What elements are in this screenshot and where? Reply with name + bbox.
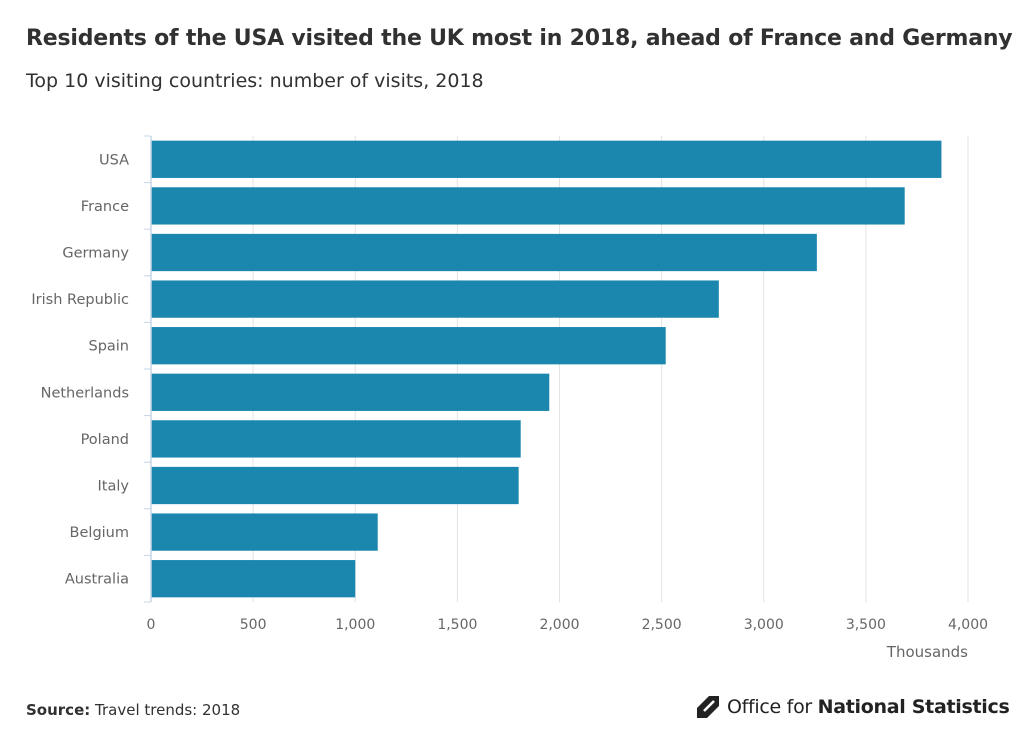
x-tick-label: 2,000 xyxy=(539,617,579,633)
chart-title: Residents of the USA visited the UK most… xyxy=(26,26,1013,51)
source-note: Source: Travel trends: 2018 xyxy=(26,701,240,719)
ons-logo-text: Office for National Statistics xyxy=(727,696,1010,718)
source-text: Travel trends: 2018 xyxy=(95,701,241,719)
x-tick-label: 2,500 xyxy=(642,617,682,633)
logo-text-bold: National Statistics xyxy=(817,696,1010,718)
x-tick-label: 3,500 xyxy=(846,617,886,633)
x-tick-label: 0 xyxy=(147,617,156,633)
bar xyxy=(151,233,817,272)
bar xyxy=(151,140,942,178)
bar xyxy=(151,187,905,225)
bar xyxy=(151,560,356,598)
source-label: Source: xyxy=(26,701,91,719)
logo-text-regular: Office for xyxy=(727,696,818,718)
category-label: Irish Republic xyxy=(31,292,129,308)
bar xyxy=(151,280,719,318)
bar xyxy=(151,466,519,505)
ons-logo: Office for National Statistics xyxy=(695,693,1010,721)
category-label: Italy xyxy=(98,479,130,495)
category-label: USA xyxy=(99,152,129,168)
x-tick-label: 3,000 xyxy=(744,617,784,633)
x-tick-label: 4,000 xyxy=(948,617,988,633)
x-axis-title: Thousands xyxy=(886,643,968,661)
category-label: Germany xyxy=(62,246,129,262)
category-label: Belgium xyxy=(70,525,129,541)
bar xyxy=(151,513,378,551)
category-label: Netherlands xyxy=(41,385,129,401)
bar xyxy=(151,420,521,458)
bar xyxy=(151,327,666,365)
category-label: Australia xyxy=(65,572,129,588)
x-tick-label: 1,500 xyxy=(437,617,477,633)
ons-logo-icon xyxy=(697,696,719,718)
x-tick-label: 1,000 xyxy=(335,617,375,633)
bar xyxy=(151,373,550,411)
category-label: Poland xyxy=(81,432,129,448)
x-tick-label: 500 xyxy=(240,617,267,633)
chart-subtitle: Top 10 visiting countries: number of vis… xyxy=(26,70,484,92)
category-label: Spain xyxy=(88,339,129,355)
category-label: France xyxy=(81,199,129,215)
bar-chart: 0 500 1,000 1,500 2,000 2,500 3,000 3,500 4,000 U… xyxy=(31,135,988,661)
